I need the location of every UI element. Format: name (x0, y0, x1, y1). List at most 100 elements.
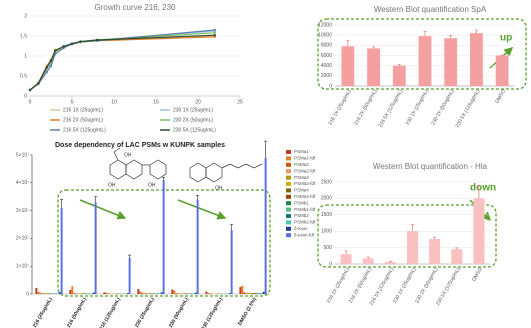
x-tick-label: 230 2X (50ug/mL) (430, 88, 455, 126)
x-tick-label: 20 (195, 99, 201, 105)
legend-label: 230 1X (25ug/mL) (173, 107, 213, 113)
legend-label: 230 2X (50ug/mL) (173, 117, 213, 123)
bar (39, 292, 42, 294)
bar (451, 249, 463, 264)
bar (83, 293, 85, 294)
bar (245, 292, 248, 294)
bar (384, 262, 396, 264)
bar (107, 293, 110, 294)
bar (171, 289, 174, 294)
point (70, 42, 74, 46)
series-line (29, 36, 215, 91)
bar (152, 293, 155, 294)
bar (230, 230, 233, 294)
bar (256, 293, 259, 294)
bar (177, 293, 180, 294)
bar (60, 207, 63, 294)
legend-label: PSMa1-fdf (294, 156, 316, 161)
bar (84, 293, 87, 294)
legend-swatch (286, 182, 291, 186)
bar (50, 293, 53, 294)
point (96, 38, 99, 42)
legend-label: 216 2X (50ug/mL) (63, 117, 103, 123)
bar (145, 293, 148, 294)
x-tick-label: 216 5X (125ug/mL) (378, 88, 405, 128)
x-tick-label: 216 (125ug/mL) (98, 296, 122, 328)
legend-label: PSMa4-fdf (294, 194, 316, 199)
x-tick-label: 230 2X (50ug/mL) (414, 266, 439, 304)
y-tick-label: 3×10⁷ (16, 208, 29, 214)
bar (253, 293, 255, 294)
bar (367, 48, 380, 86)
y-tick-label: 5×10⁷ (16, 152, 29, 158)
legend-label: PSMa2-fdf (294, 168, 316, 173)
bar (49, 293, 51, 294)
bar (470, 33, 483, 86)
y-tick-label: 6000 (321, 53, 332, 59)
bar (181, 293, 184, 294)
x-tick-label: 230 1X (25ug/mL) (392, 266, 417, 304)
bar (179, 293, 182, 294)
bar (69, 289, 72, 294)
y-tick-label: 1500 (321, 212, 332, 218)
bar (128, 257, 131, 294)
bar (94, 202, 97, 294)
y-tick-label: 1×10⁷ (16, 264, 29, 270)
y-tick-label: 2500 (321, 179, 332, 185)
bar (71, 286, 74, 294)
bar (151, 293, 153, 294)
x-tick-label: DMSO (2.5%) (237, 296, 258, 326)
y-tick-label: 8000 (321, 43, 332, 49)
bar (185, 293, 187, 294)
point (62, 45, 65, 48)
bar (209, 293, 212, 294)
x-tick-label: 5 (71, 99, 74, 105)
bar (43, 293, 46, 294)
bar (109, 293, 112, 294)
x-tick-label: 216 2X (50ug/mL) (353, 88, 378, 126)
bar (194, 292, 197, 294)
bar (154, 293, 157, 294)
legend-swatch (286, 220, 291, 225)
x-tick-label: DMSO (494, 89, 507, 105)
bar (126, 293, 129, 294)
bar (341, 46, 355, 86)
bar (175, 293, 178, 294)
y-tick-label: 500 (324, 245, 333, 251)
y-tick-label: 1000 (321, 229, 332, 235)
x-tick-label: 216 (50ug/mL) (66, 296, 88, 328)
x-tick-label: 230 (125ug/mL) (200, 296, 224, 328)
y-tick-label: 0 (26, 291, 29, 297)
legend-label: PSMb1 (294, 200, 309, 205)
legend-label: δ-toxin (294, 226, 308, 231)
y-tick-label: 0 (329, 261, 332, 267)
x-tick-label: 216 5X (125ug/mL) (369, 266, 396, 306)
legend-label: 216 5X (125ug/mL) (63, 127, 106, 133)
chart-title: Dose dependency of LAC PSMs w KUNPK samp… (55, 142, 225, 149)
series-line (29, 34, 215, 91)
bar (406, 231, 419, 264)
bar (258, 293, 261, 294)
x-tick-label: 230 1X (25ug/mL) (405, 88, 430, 126)
chemical-structures (109, 147, 263, 183)
legend-swatch (286, 207, 291, 212)
bar (473, 198, 485, 264)
point (54, 49, 57, 52)
x-tick-label: 216 2X (50ug/mL) (348, 266, 373, 304)
y-tick-label: 2 (24, 13, 27, 19)
chart-title: Growth curve 216, 230 (95, 3, 176, 12)
legend-swatch (286, 150, 291, 154)
structure-label: OH (215, 185, 223, 191)
legend-swatch (286, 226, 291, 231)
legend-swatch (286, 214, 291, 218)
x-tick-label: 230 5X (125ug/mL) (455, 88, 482, 128)
y-tick-label: 0 (24, 93, 27, 99)
bar (79, 293, 82, 294)
bar (143, 293, 146, 294)
bar (137, 288, 140, 294)
x-tick-label: 216 (25ug/mL) (32, 296, 54, 328)
structure-label: OH (148, 182, 156, 188)
bar (418, 36, 432, 86)
bar (207, 292, 210, 294)
